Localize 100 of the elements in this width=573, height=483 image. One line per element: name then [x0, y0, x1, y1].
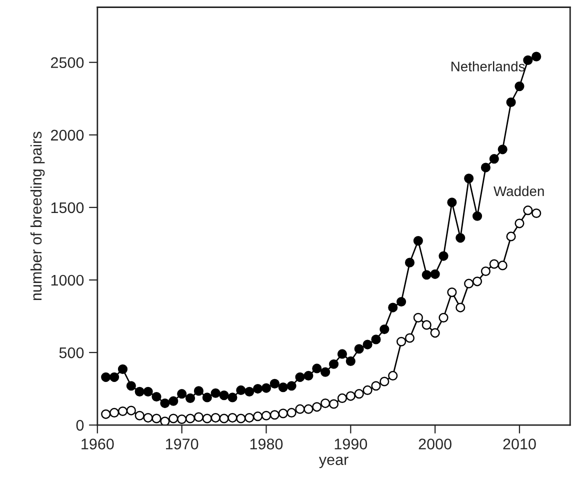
point — [354, 344, 364, 354]
point — [244, 386, 254, 396]
point — [143, 412, 153, 423]
point — [152, 414, 162, 424]
point — [278, 408, 288, 418]
point — [134, 386, 144, 396]
point — [388, 370, 398, 381]
y-tick-label: 1000 — [51, 274, 84, 286]
point — [514, 82, 524, 92]
point — [101, 372, 111, 382]
point — [464, 278, 474, 288]
point — [312, 402, 322, 412]
point — [480, 266, 491, 276]
point — [244, 412, 254, 423]
point — [480, 162, 491, 172]
point — [261, 410, 272, 420]
point — [101, 409, 111, 419]
x-tick-label: 1980 — [250, 438, 283, 450]
point — [185, 414, 196, 424]
point — [126, 381, 136, 391]
point — [514, 218, 524, 228]
point — [253, 384, 263, 394]
point — [489, 154, 499, 164]
point — [362, 340, 372, 350]
point — [160, 416, 170, 426]
point — [110, 372, 120, 382]
point — [328, 359, 339, 369]
point — [472, 276, 482, 286]
point — [228, 392, 238, 402]
point — [253, 412, 263, 422]
point — [261, 383, 272, 393]
y-tick-label: 500 — [59, 347, 84, 358]
point — [295, 372, 305, 382]
point — [447, 198, 457, 208]
point — [185, 393, 196, 403]
x-tick-label: 1970 — [166, 438, 198, 450]
point — [456, 233, 466, 243]
point — [498, 260, 508, 270]
point — [532, 208, 542, 218]
series-label: Netherlands — [452, 61, 525, 72]
point — [194, 412, 204, 422]
point — [110, 408, 120, 418]
point — [177, 414, 187, 424]
point — [286, 381, 296, 391]
point — [396, 296, 406, 307]
point — [270, 378, 280, 388]
point — [126, 406, 136, 416]
point — [380, 376, 390, 386]
point — [472, 211, 482, 221]
point — [295, 404, 305, 414]
point — [168, 396, 178, 406]
point — [371, 334, 381, 344]
point — [219, 414, 229, 424]
point — [430, 269, 440, 279]
point — [346, 391, 356, 401]
point — [312, 364, 322, 374]
point — [438, 312, 448, 322]
point — [371, 381, 381, 391]
point — [118, 364, 128, 374]
point — [362, 385, 372, 396]
x-tick-label: 2000 — [418, 438, 452, 450]
point — [456, 302, 466, 312]
point — [160, 398, 170, 408]
point — [354, 389, 364, 399]
point — [194, 386, 204, 396]
point — [498, 144, 508, 154]
point — [413, 236, 423, 246]
point — [320, 398, 330, 408]
point — [413, 312, 423, 322]
x-tick-label: 1960 — [82, 438, 114, 450]
point — [219, 390, 229, 400]
point — [396, 336, 406, 346]
point — [438, 251, 448, 261]
point — [506, 232, 516, 242]
point — [236, 414, 246, 424]
point — [328, 399, 339, 409]
point — [404, 258, 415, 268]
point — [278, 382, 288, 392]
x-tick-label: 2010 — [503, 438, 536, 450]
point — [388, 302, 398, 312]
point — [422, 320, 432, 330]
point — [286, 408, 296, 418]
y-tick-label: 2500 — [51, 57, 84, 68]
point — [506, 97, 516, 108]
point — [523, 206, 533, 216]
series-label: Wadden — [494, 186, 544, 196]
point — [422, 270, 432, 280]
point — [430, 328, 440, 338]
point — [202, 414, 212, 424]
point — [380, 324, 390, 334]
point — [337, 349, 348, 359]
point — [143, 386, 153, 396]
point — [202, 392, 212, 402]
point — [346, 356, 356, 366]
point — [118, 406, 128, 416]
point — [489, 259, 499, 269]
point — [210, 388, 220, 398]
point — [447, 288, 457, 298]
point — [404, 333, 415, 343]
point — [168, 414, 178, 424]
